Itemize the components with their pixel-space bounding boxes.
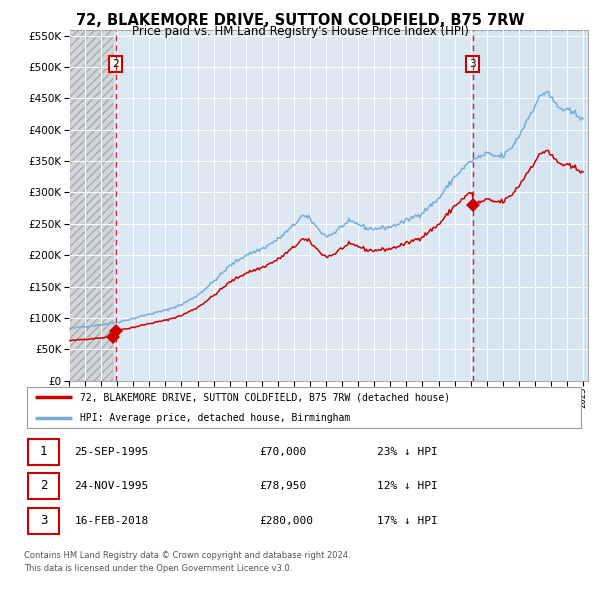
Text: £280,000: £280,000	[260, 516, 314, 526]
Text: 1: 1	[40, 445, 47, 458]
Text: 24-NOV-1995: 24-NOV-1995	[74, 481, 149, 491]
FancyBboxPatch shape	[27, 387, 581, 428]
Text: 16-FEB-2018: 16-FEB-2018	[74, 516, 149, 526]
Text: 17% ↓ HPI: 17% ↓ HPI	[377, 516, 438, 526]
Text: Contains HM Land Registry data © Crown copyright and database right 2024.: Contains HM Land Registry data © Crown c…	[24, 550, 350, 559]
Text: 72, BLAKEMORE DRIVE, SUTTON COLDFIELD, B75 7RW (detached house): 72, BLAKEMORE DRIVE, SUTTON COLDFIELD, B…	[80, 392, 450, 402]
Text: 3: 3	[40, 514, 47, 527]
Text: This data is licensed under the Open Government Licence v3.0.: This data is licensed under the Open Gov…	[24, 564, 292, 573]
Text: 25-SEP-1995: 25-SEP-1995	[74, 447, 149, 457]
Bar	[69, 30, 113, 381]
Text: 72, BLAKEMORE DRIVE, SUTTON COLDFIELD, B75 7RW: 72, BLAKEMORE DRIVE, SUTTON COLDFIELD, B…	[76, 13, 524, 28]
Text: 3: 3	[469, 59, 476, 69]
Text: 12% ↓ HPI: 12% ↓ HPI	[377, 481, 438, 491]
Bar	[69, 30, 113, 381]
Text: £78,950: £78,950	[260, 481, 307, 491]
Text: 2: 2	[40, 479, 47, 492]
FancyBboxPatch shape	[28, 473, 59, 499]
Text: £70,000: £70,000	[260, 447, 307, 457]
FancyBboxPatch shape	[28, 439, 59, 465]
Text: HPI: Average price, detached house, Birmingham: HPI: Average price, detached house, Birm…	[80, 414, 350, 424]
FancyBboxPatch shape	[28, 508, 59, 534]
Text: Price paid vs. HM Land Registry's House Price Index (HPI): Price paid vs. HM Land Registry's House …	[131, 25, 469, 38]
Text: 2: 2	[112, 59, 119, 69]
Bar	[473, 30, 588, 381]
Text: 23% ↓ HPI: 23% ↓ HPI	[377, 447, 438, 457]
